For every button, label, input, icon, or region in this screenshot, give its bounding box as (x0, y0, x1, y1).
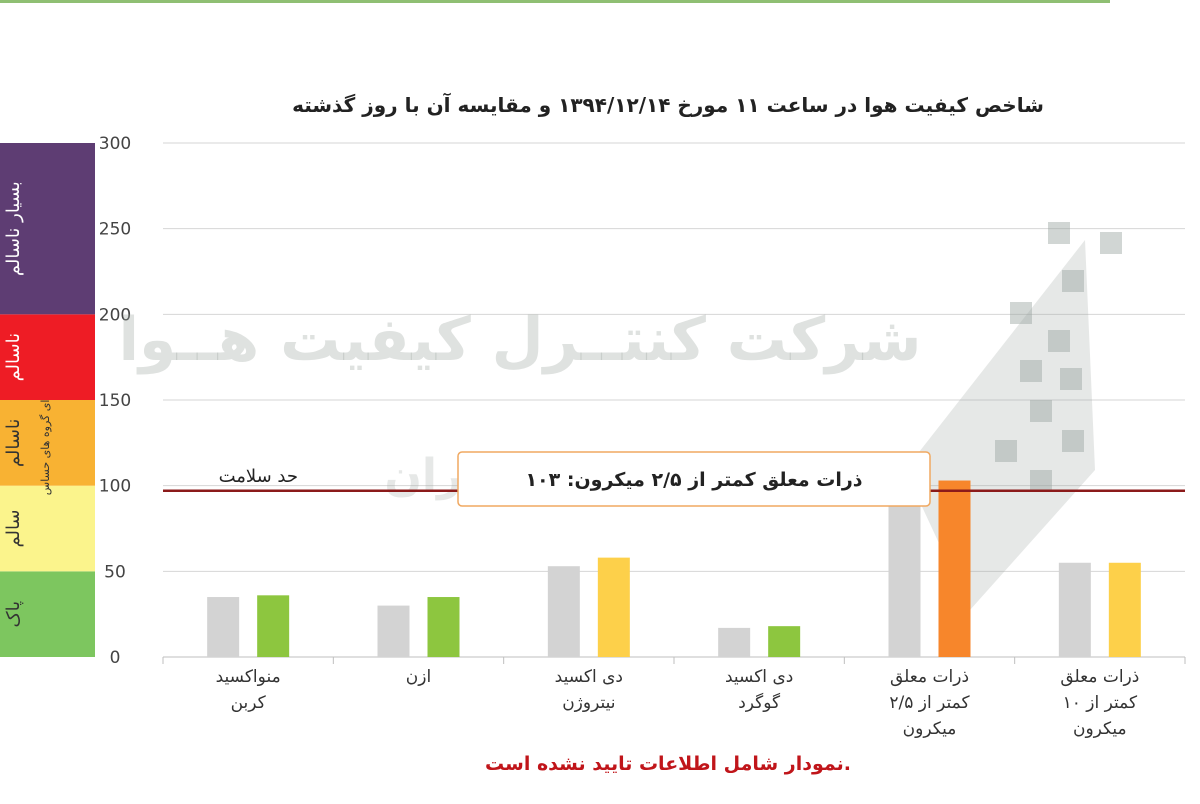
bar-series0-2 (547, 566, 580, 657)
tooltip-text: ذرات معلق کمتر از ۲/۵ میکرون: ۱۰۳ (525, 469, 862, 491)
bar-series1-3 (768, 626, 801, 657)
aqi-band-3 (0, 314, 95, 400)
aqi-band-1 (0, 485, 95, 572)
bar-series1-4 (938, 480, 971, 657)
watermark-logo-square-2 (1062, 270, 1084, 292)
watermark-logo-square-8 (1062, 430, 1084, 452)
aqi-band-label-1: سالم (3, 509, 24, 547)
y-tick-label-6: 300 (99, 134, 131, 154)
aqi-band-0 (0, 571, 95, 657)
x-category-label-5-2: میکرون (1073, 719, 1127, 739)
chart-title: شاخص کیفیت هوا در ساعت ۱۱ مورخ ۱۳۹۴/۱۲/۱… (292, 92, 1044, 117)
watermark-logo-square-4 (1048, 330, 1070, 352)
tooltip-box (457, 451, 931, 507)
watermark-logo-square-5 (1020, 360, 1042, 382)
x-category-label-4-1: کمتر از ۲/۵ (889, 693, 970, 713)
watermark-logo-square-9 (995, 440, 1017, 462)
aqi-band-4 (0, 143, 95, 315)
y-tick-label-1: 50 (104, 562, 126, 582)
top-rule (0, 0, 1110, 3)
x-category-label-4-0: ذرات معلق (890, 667, 969, 687)
watermark-logo-square-0 (1048, 222, 1070, 244)
x-category-label-0-1: کربن (231, 693, 267, 713)
x-category-label-3-0: دی اکسید (725, 667, 793, 687)
watermark-logo-square-6 (1060, 368, 1082, 390)
watermark-logo-square-1 (1100, 232, 1122, 254)
aqi-band-label-3: ناسالم (3, 333, 24, 382)
y-tick-label-2: 100 (99, 477, 131, 497)
bar-series0-5 (1058, 562, 1091, 657)
bar-series1-5 (1108, 562, 1141, 657)
x-category-label-1-0: ازن (406, 667, 431, 687)
y-tick-label-4: 200 (99, 305, 131, 325)
bar-series0-4 (888, 499, 921, 657)
watermark-logo-square-7 (1030, 400, 1052, 422)
x-category-label-4-2: میکرون (903, 719, 957, 739)
reference-line-label: حد سلامت (219, 466, 298, 487)
footnote: نمودار شامل اطلاعات تایید نشده است. (485, 753, 851, 775)
y-tick-label-0: 0 (110, 648, 121, 668)
y-tick-label-5: 250 (99, 220, 131, 240)
x-category-label-5-0: ذرات معلق (1060, 667, 1139, 687)
bar-series1-1 (427, 597, 460, 657)
bar-series0-1 (377, 605, 410, 657)
x-category-label-5-1: کمتر از ۱۰ (1063, 693, 1138, 713)
x-category-label-2-1: نیتروژن (562, 693, 615, 713)
bar-series1-0 (257, 595, 290, 657)
x-category-label-3-1: گوگرد (738, 692, 781, 713)
aqi-band-label-2: ناسالم (3, 419, 24, 468)
y-tick-label-3: 150 (99, 391, 131, 411)
aqi-band-2 (0, 400, 95, 486)
aqi-band-label-4: بسیار ناسالم (3, 181, 24, 276)
aqi-band-sublabel-2: برای گروه های حساس (39, 390, 52, 495)
bar-series0-0 (207, 597, 240, 657)
watermark-logo-square-10 (1030, 470, 1052, 492)
watermark-logo-square-3 (1010, 302, 1032, 324)
bar-series0-3 (718, 627, 751, 657)
watermark-line-1: شرکت کنتــرل کیفیت هــوا (118, 305, 921, 375)
aqi-band-label-0: پاک (3, 601, 24, 628)
x-category-label-2-0: دی اکسید (555, 667, 623, 687)
x-category-label-0-0: منواکسید (216, 667, 281, 687)
bar-series1-2 (597, 557, 630, 657)
watermark-logo-shape (905, 240, 1095, 610)
